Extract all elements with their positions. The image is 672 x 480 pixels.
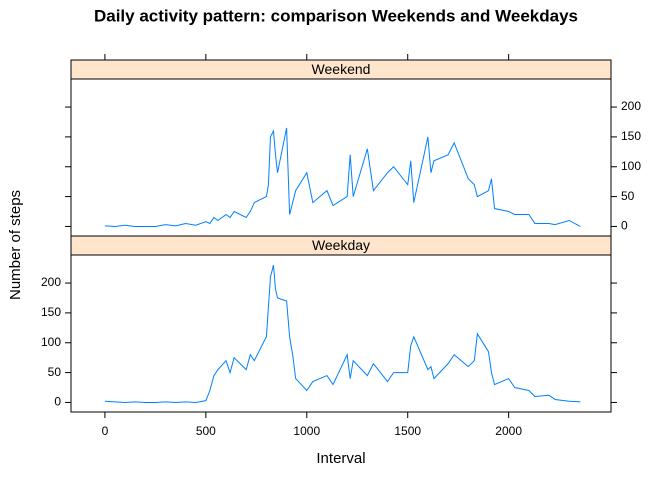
- strip-label: Weekday: [312, 237, 370, 253]
- strip-label: Weekend: [312, 61, 371, 77]
- data-line: [104, 265, 581, 403]
- x-tick-label: 0: [102, 424, 109, 438]
- x-tick-label: 1000: [293, 424, 320, 438]
- y-tick-label: 100: [41, 335, 61, 349]
- y-tick-label: 150: [621, 129, 641, 143]
- y-tick-label: 50: [48, 365, 62, 379]
- y-tick-label: 0: [54, 395, 61, 409]
- panel-frame: [70, 254, 612, 413]
- y-tick-label: 150: [41, 305, 61, 319]
- x-tick-label: 500: [196, 424, 216, 438]
- y-tick-label: 200: [621, 99, 641, 113]
- y-tick-label: 100: [621, 159, 641, 173]
- data-line: [104, 127, 581, 227]
- chart-title: Daily activity pattern: comparison Weeke…: [94, 6, 578, 25]
- x-tick-label: 2000: [495, 424, 522, 438]
- panel-frame: [70, 78, 612, 237]
- x-axis-label: Interval: [316, 450, 365, 467]
- y-tick-label: 200: [41, 275, 61, 289]
- y-tick-label: 50: [621, 189, 635, 203]
- x-tick-label: 1500: [394, 424, 421, 438]
- y-tick-label: 0: [621, 219, 628, 233]
- y-axis-label: Number of steps: [7, 190, 24, 300]
